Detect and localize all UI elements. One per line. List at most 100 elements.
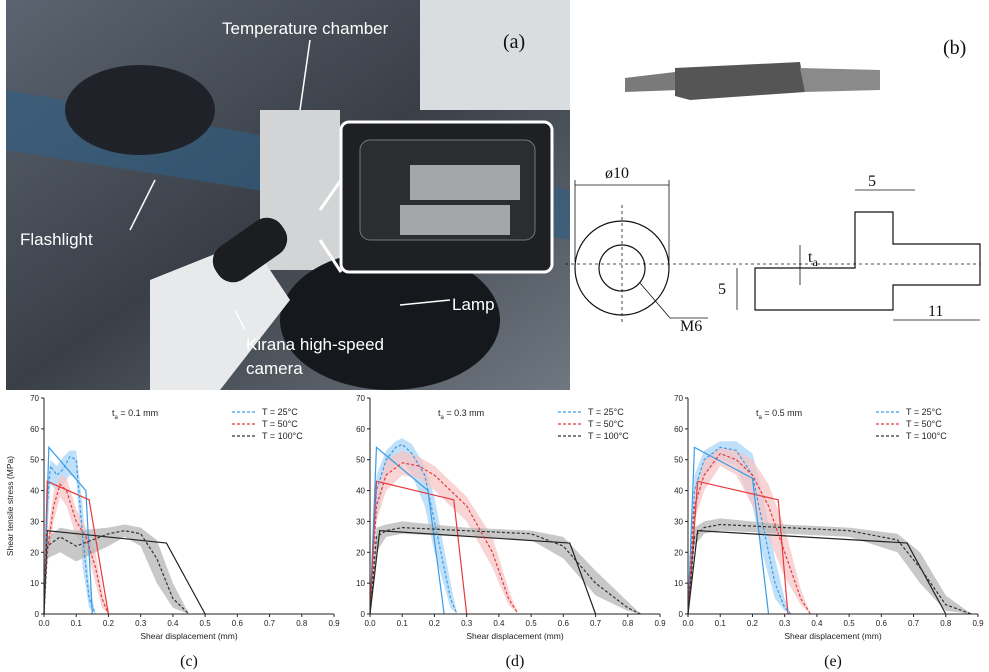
section — [755, 212, 980, 310]
x-axis-label: Shear displacement (mm) — [140, 631, 237, 641]
x-tick-label: 0.8 — [296, 619, 308, 628]
x-tick-label: 0.2 — [747, 619, 759, 628]
y-tick-label: 60 — [674, 425, 683, 434]
x-tick-label: 0.0 — [682, 619, 694, 628]
photo-label: Kirana high-speed — [246, 335, 384, 354]
y-tick-label: 70 — [30, 394, 39, 403]
specimen-thread — [625, 72, 680, 92]
leader — [640, 283, 670, 318]
x-tick-label: 0.7 — [264, 619, 276, 628]
panel-caption: (d) — [506, 653, 525, 670]
legend-label: T = 100°C — [906, 431, 947, 441]
legend-label: T = 100°C — [262, 431, 303, 441]
chart: 0102030405060700.00.10.20.30.40.50.60.70… — [5, 394, 340, 670]
speckle — [400, 205, 510, 235]
legend-label: T = 100°C — [588, 431, 629, 441]
x-tick-label: 0.2 — [103, 619, 115, 628]
x-tick-label: 0.2 — [429, 619, 441, 628]
x-tick-label: 0.6 — [232, 619, 244, 628]
annotation-text: = 0.5 mm — [762, 408, 802, 418]
y-tick-label: 60 — [356, 425, 365, 434]
y-tick-label: 10 — [674, 579, 683, 588]
x-tick-label: 0.9 — [654, 619, 666, 628]
dim-label: ta — [808, 249, 818, 269]
legend-label: T = 25°C — [262, 407, 298, 417]
x-tick-label: 0.6 — [876, 619, 888, 628]
figure: Temperature chamber Flashlight Lamp Kira… — [0, 0, 989, 672]
annotation-text: = 0.3 mm — [444, 408, 484, 418]
dim-label: 11 — [928, 303, 943, 320]
photo-label: Lamp — [452, 295, 495, 314]
photo-label: Temperature chamber — [222, 19, 389, 38]
x-tick-label: 0.0 — [38, 619, 50, 628]
y-tick-label: 30 — [30, 517, 39, 526]
y-tick-label: 70 — [356, 394, 365, 403]
y-tick-label: 20 — [356, 548, 365, 557]
y-tick-label: 50 — [356, 456, 365, 465]
x-tick-label: 0.3 — [779, 619, 791, 628]
annotation: ta = 0.3 mm — [438, 408, 484, 421]
x-tick-label: 0.0 — [364, 619, 376, 628]
x-tick-label: 0.3 — [461, 619, 473, 628]
photo: Temperature chamber Flashlight Lamp Kira… — [6, 0, 570, 390]
y-tick-label: 0 — [35, 610, 40, 619]
flashlight — [65, 65, 215, 155]
x-tick-label: 0.1 — [397, 619, 409, 628]
annotation-text: = 0.1 mm — [118, 408, 158, 418]
x-axis-label: Shear displacement (mm) — [466, 631, 563, 641]
x-tick-label: 0.1 — [71, 619, 83, 628]
y-tick-label: 20 — [30, 548, 39, 557]
legend-label: T = 50°C — [906, 419, 942, 429]
y-tick-label: 30 — [674, 517, 683, 526]
panel-caption: (e) — [824, 653, 842, 670]
specimen-thread — [800, 68, 880, 92]
photo-label: Flashlight — [20, 230, 93, 249]
x-tick-label: 0.7 — [908, 619, 920, 628]
legend-label: T = 50°C — [262, 419, 298, 429]
photo-label: camera — [246, 359, 303, 378]
dim-label: ø10 — [605, 165, 629, 182]
x-tick-label: 0.5 — [526, 619, 538, 628]
x-tick-label: 0.7 — [590, 619, 602, 628]
x-tick-label: 0.9 — [328, 619, 340, 628]
legend-label: T = 25°C — [588, 407, 624, 417]
x-tick-label: 0.5 — [844, 619, 856, 628]
legend-label: T = 25°C — [906, 407, 942, 417]
x-tick-label: 0.8 — [622, 619, 634, 628]
y-tick-label: 40 — [674, 487, 683, 496]
x-tick-label: 0.1 — [715, 619, 727, 628]
wall — [420, 0, 570, 110]
y-tick-label: 10 — [356, 579, 365, 588]
y-tick-label: 20 — [674, 548, 683, 557]
panel-label: (a) — [503, 31, 525, 53]
dim-label: 5 — [868, 173, 876, 190]
chart: 0102030405060700.00.10.20.30.40.50.60.70… — [356, 394, 666, 670]
x-tick-label: 0.9 — [972, 619, 984, 628]
y-tick-label: 50 — [674, 456, 683, 465]
x-tick-label: 0.6 — [558, 619, 570, 628]
annotation: ta = 0.1 mm — [112, 408, 158, 421]
subscript: a — [812, 255, 818, 269]
panel-caption: (c) — [180, 653, 198, 670]
x-tick-label: 0.3 — [135, 619, 147, 628]
band — [370, 521, 641, 614]
x-tick-label: 0.4 — [493, 619, 505, 628]
y-tick-label: 10 — [30, 579, 39, 588]
x-tick-label: 0.4 — [167, 619, 179, 628]
x-tick-label: 0.5 — [200, 619, 212, 628]
specimen-body — [675, 62, 805, 100]
diagram: (b) ø10 M6 5 5 11 ta — [565, 37, 980, 335]
y-tick-label: 70 — [674, 394, 683, 403]
y-axis-label: Shear tensile stress (MPa) — [5, 456, 15, 556]
panel-label: (b) — [943, 37, 966, 59]
y-tick-label: 0 — [679, 610, 684, 619]
y-tick-label: 50 — [30, 456, 39, 465]
x-tick-label: 0.8 — [940, 619, 952, 628]
y-tick-label: 30 — [356, 517, 365, 526]
dim-label: M6 — [680, 318, 702, 335]
legend-label: T = 50°C — [588, 419, 624, 429]
model-line — [688, 531, 946, 614]
speckle — [410, 165, 520, 200]
series-line — [370, 528, 641, 614]
